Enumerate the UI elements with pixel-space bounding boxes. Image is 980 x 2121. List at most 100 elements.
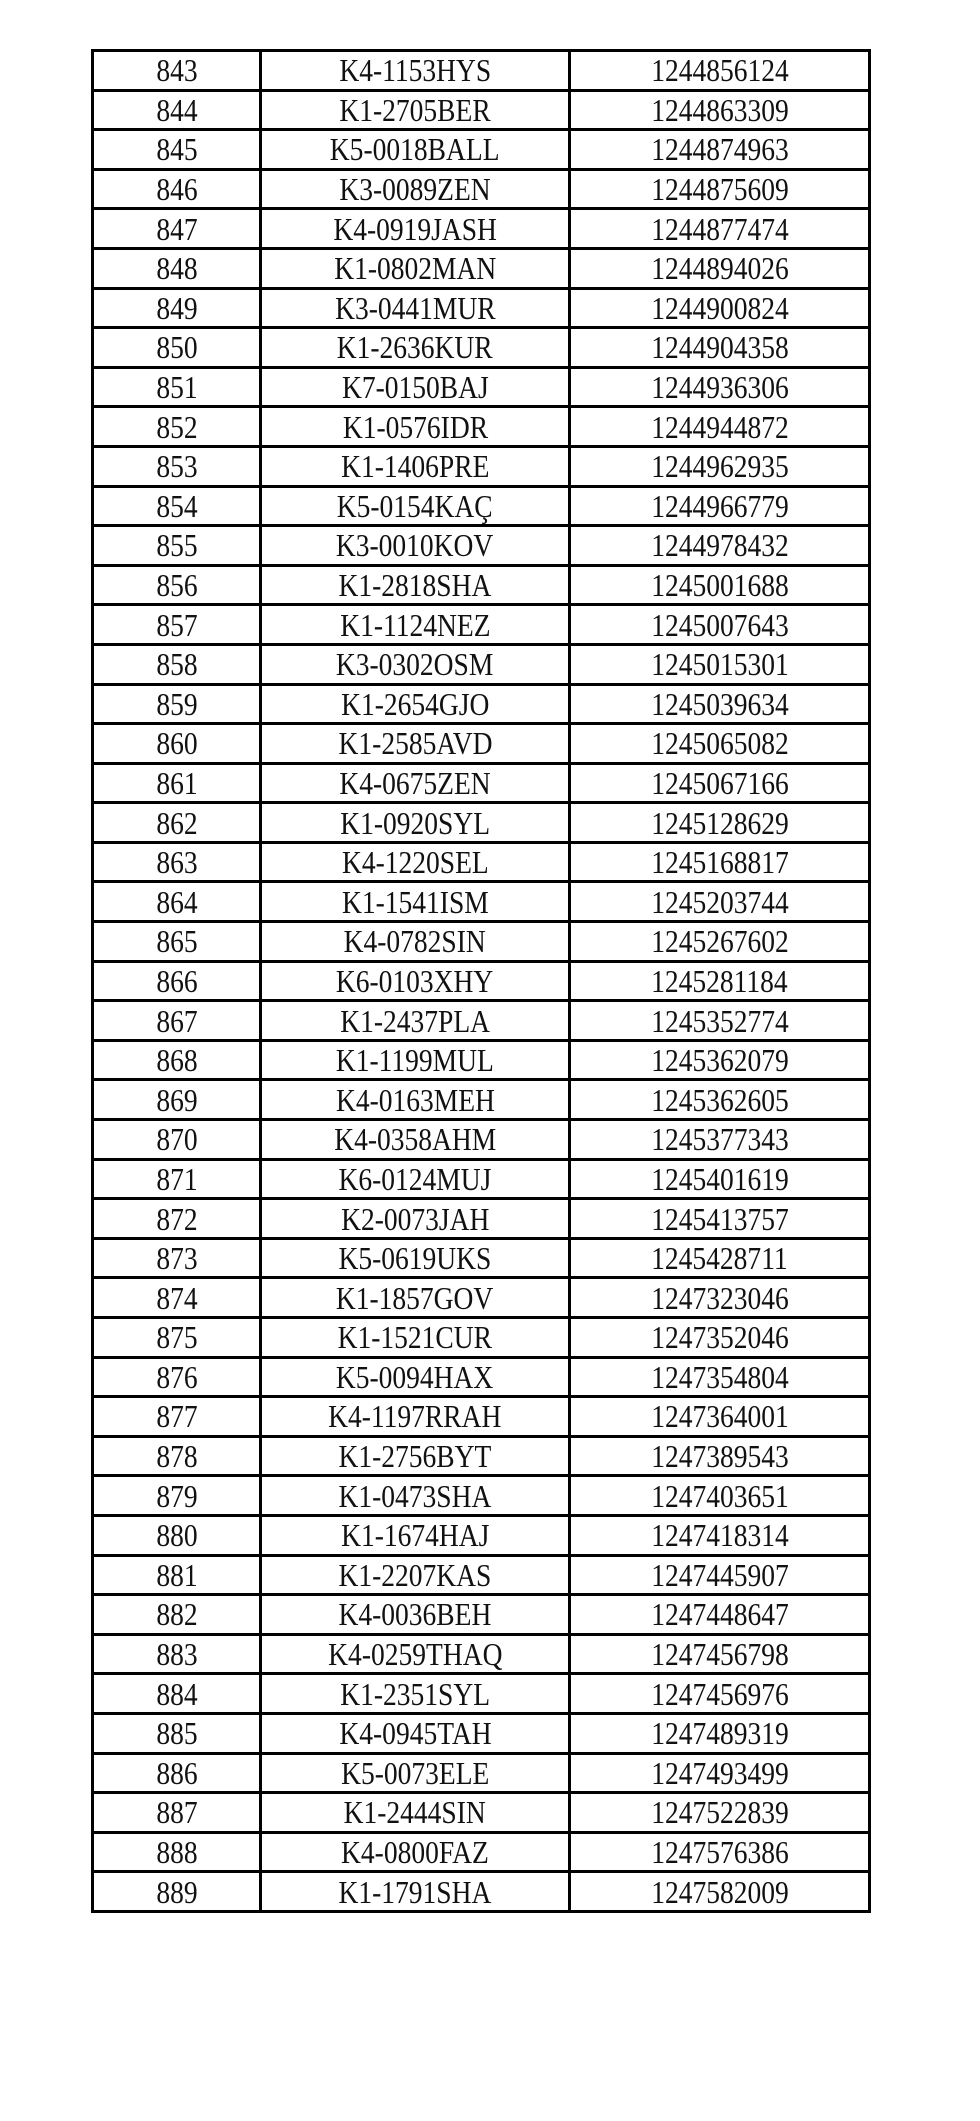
row-number-text: 886 — [155, 1754, 198, 1791]
table-row: 886 K5-0073ELE 1247493499 — [91, 1751, 871, 1795]
cell-row-number: 863 — [91, 840, 262, 884]
data-table: 843 K4-1153HYS 1244856124 844 K1-2705BER 1244… — [91, 49, 871, 1913]
row-number-text: 863 — [155, 844, 198, 881]
cell-row-number: 849 — [91, 286, 262, 330]
cell-row-number: 871 — [91, 1157, 262, 1201]
cell-id-number: 1247456976 — [568, 1672, 871, 1715]
cell-id-number: 1245001688 — [568, 563, 871, 607]
cell-id-number: 1247352046 — [568, 1316, 871, 1359]
table-row: 850 K1-2636KUR 1244904358 — [91, 326, 871, 369]
id-number-text: 1244856124 — [650, 52, 789, 89]
code-text: K4-0945TAH — [338, 1715, 492, 1752]
row-number-text: 870 — [155, 1121, 198, 1158]
cell-id-number: 1247354804 — [568, 1355, 871, 1399]
id-number-text: 1245362605 — [650, 1081, 789, 1118]
cell-row-number: 858 — [91, 642, 262, 686]
row-number-text: 855 — [155, 527, 198, 564]
code-text: K1-1541ISM — [341, 883, 489, 920]
cell-row-number: 876 — [91, 1355, 262, 1399]
id-number-text: 1245281184 — [651, 962, 788, 999]
cell-id-number: 1247403651 — [568, 1474, 871, 1517]
row-number-text: 879 — [155, 1477, 198, 1514]
row-number-text: 844 — [155, 91, 198, 128]
table-row: 866 K6-0103XHY 1245281184 — [91, 959, 871, 1003]
cell-code: K1-2818SHA — [259, 563, 571, 607]
cell-code: K5-0094HAX — [259, 1355, 571, 1399]
table-row: 880 K1-1674HAJ 1247418314 — [91, 1513, 871, 1557]
cell-row-number: 853 — [91, 444, 262, 488]
row-number-text: 874 — [155, 1279, 198, 1316]
cell-id-number: 1245377343 — [568, 1118, 871, 1161]
table-row: 889 K1-1791SHA 1247582009 — [91, 1870, 871, 1913]
cell-row-number: 844 — [91, 88, 262, 132]
id-number-text: 1245362079 — [650, 1042, 789, 1079]
cell-code: K4-0800FAZ — [259, 1830, 571, 1874]
cell-code: K1-1791SHA — [259, 1870, 571, 1913]
table-row: 883 K4-0259THAQ 1247456798 — [91, 1632, 871, 1676]
code-text: K3-0302OSM — [336, 646, 494, 683]
cell-row-number: 879 — [91, 1474, 262, 1517]
row-number-text: 869 — [155, 1081, 198, 1118]
row-number-text: 859 — [155, 685, 198, 722]
table-row: 879 K1-0473SHA 1247403651 — [91, 1474, 871, 1517]
code-text: K1-1406PRE — [340, 448, 490, 485]
row-number-text: 848 — [155, 250, 198, 287]
row-number-text: 849 — [155, 289, 198, 326]
cell-row-number: 880 — [91, 1513, 262, 1557]
code-text: K1-2585AVD — [338, 725, 492, 762]
id-number-text: 1247493499 — [650, 1754, 789, 1791]
id-number-text: 1244966779 — [650, 487, 789, 524]
row-number-text: 865 — [155, 923, 198, 960]
table-row: 867 K1-2437PLA 1245352774 — [91, 999, 871, 1042]
cell-row-number: 843 — [91, 49, 262, 92]
id-number-text: 1245401619 — [650, 1160, 789, 1197]
cell-code: K1-2756BYT — [259, 1434, 571, 1478]
cell-code: K6-0124MUJ — [259, 1157, 571, 1201]
cell-id-number: 1245067166 — [568, 761, 871, 805]
code-text: K3-0010KOV — [336, 527, 494, 564]
id-number-text: 1247323046 — [650, 1279, 789, 1316]
row-number-text: 861 — [155, 764, 198, 801]
code-text: K1-1791SHA — [338, 1873, 492, 1910]
row-number-text: 872 — [155, 1200, 198, 1237]
code-text: K4-0919JASH — [333, 210, 497, 247]
id-number-text: 1244863309 — [650, 91, 789, 128]
cell-id-number: 1245203744 — [568, 880, 871, 924]
cell-code: K1-1541ISM — [259, 880, 571, 924]
id-number-text: 1244877474 — [650, 210, 789, 247]
cell-id-number: 1244962935 — [568, 444, 871, 488]
cell-code: K4-0163MEH — [259, 1078, 571, 1122]
cell-code: K7-0150BAJ — [259, 365, 571, 409]
table-row: 887 K1-2444SIN 1247522839 — [91, 1791, 871, 1834]
cell-code: K1-0576IDR — [259, 405, 571, 448]
code-text: K5-0619UKS — [338, 1240, 492, 1277]
cell-code: K1-2705BER — [259, 88, 571, 132]
cell-code: K4-0358AHM — [259, 1118, 571, 1161]
cell-code: K5-0018BALL — [259, 128, 571, 171]
cell-code: K1-2437PLA — [259, 999, 571, 1042]
row-number-text: 873 — [155, 1240, 198, 1277]
cell-row-number: 865 — [91, 920, 262, 963]
code-text: K1-2207KAS — [338, 1556, 492, 1593]
cell-row-number: 850 — [91, 326, 262, 369]
row-number-text: 846 — [155, 171, 198, 208]
row-number-text: 877 — [155, 1398, 198, 1435]
cell-code: K2-0073JAH — [259, 1197, 571, 1240]
cell-row-number: 873 — [91, 1236, 262, 1280]
id-number-text: 1244894026 — [650, 250, 789, 287]
cell-id-number: 1245413757 — [568, 1197, 871, 1240]
table-row: 855 K3-0010KOV 1244978432 — [91, 524, 871, 567]
table-row: 859 K1-2654GJO 1245039634 — [91, 682, 871, 726]
code-text: K4-0675ZEN — [339, 764, 491, 801]
cell-row-number: 846 — [91, 167, 262, 211]
table-row: 845 K5-0018BALL 1244874963 — [91, 128, 871, 171]
cell-id-number: 1244904358 — [568, 326, 871, 369]
cell-id-number: 1245039634 — [568, 682, 871, 726]
cell-id-number: 1247576386 — [568, 1830, 871, 1874]
cell-code: K5-0154KAÇ — [259, 484, 571, 528]
cell-row-number: 869 — [91, 1078, 262, 1122]
cell-code: K1-0802MAN — [259, 246, 571, 290]
code-text: K5-0154KAÇ — [337, 487, 493, 524]
cell-row-number: 884 — [91, 1672, 262, 1715]
table-row: 875 K1-1521CUR 1247352046 — [91, 1316, 871, 1359]
